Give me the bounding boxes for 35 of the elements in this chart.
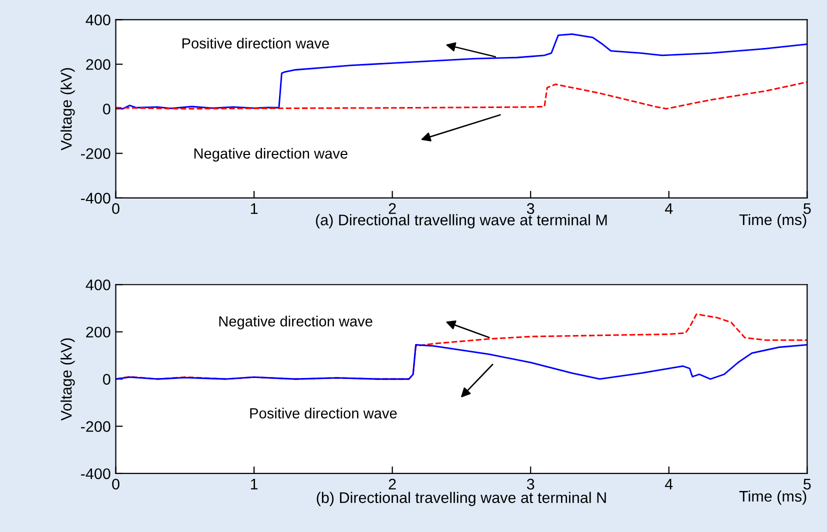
y-tick-label: 200 xyxy=(86,59,110,70)
x-tick-label: 0 xyxy=(112,203,120,214)
x-tick-label: 5 xyxy=(804,203,811,214)
x-tick-label: 1 xyxy=(250,203,258,214)
annotation: Positive direction wave xyxy=(250,408,397,418)
x-tick-label: 5 xyxy=(804,478,811,490)
x-tick-label: 0 xyxy=(112,478,120,490)
y-tick-label: -200 xyxy=(81,148,110,160)
y-tick-label: 200 xyxy=(86,326,110,338)
y-axis-title: Voltage (kV) xyxy=(60,338,75,421)
x-tick-label: 2 xyxy=(388,203,396,214)
line-series xyxy=(116,344,808,380)
annotation: Positive direction wave xyxy=(182,38,329,49)
annotation: Negative direction wave xyxy=(194,148,348,162)
y-axis-title: Voltage (kV) xyxy=(60,68,75,150)
text: (a) Directional travelling wave at terminal M xyxy=(316,214,607,228)
line-series xyxy=(116,33,808,110)
x-tick-label: 4 xyxy=(664,478,673,490)
text: (b) Directional travelling wave at terminal N xyxy=(316,492,606,506)
y-tick-label: -400 xyxy=(81,468,110,480)
y-tick-label: 0 xyxy=(103,104,110,114)
y-tick-label: -200 xyxy=(81,421,110,432)
x-axis-title: Time (ms) xyxy=(739,214,806,228)
x-tick-label: 4 xyxy=(664,203,673,214)
y-tick-label: 400 xyxy=(86,279,110,290)
x-tick-label: 2 xyxy=(388,478,396,490)
y-tick-label: 0 xyxy=(103,374,110,385)
y-tick-label: 400 xyxy=(86,14,110,26)
annotation: Negative direction wave xyxy=(219,316,372,330)
x-tick-label: 3 xyxy=(526,203,534,214)
line-series xyxy=(116,81,808,110)
y-tick-label: -400 xyxy=(81,192,110,204)
x-tick-label: 1 xyxy=(250,478,258,490)
x-axis-title: Time (ms) xyxy=(739,490,806,505)
x-tick-label: 3 xyxy=(526,478,534,490)
